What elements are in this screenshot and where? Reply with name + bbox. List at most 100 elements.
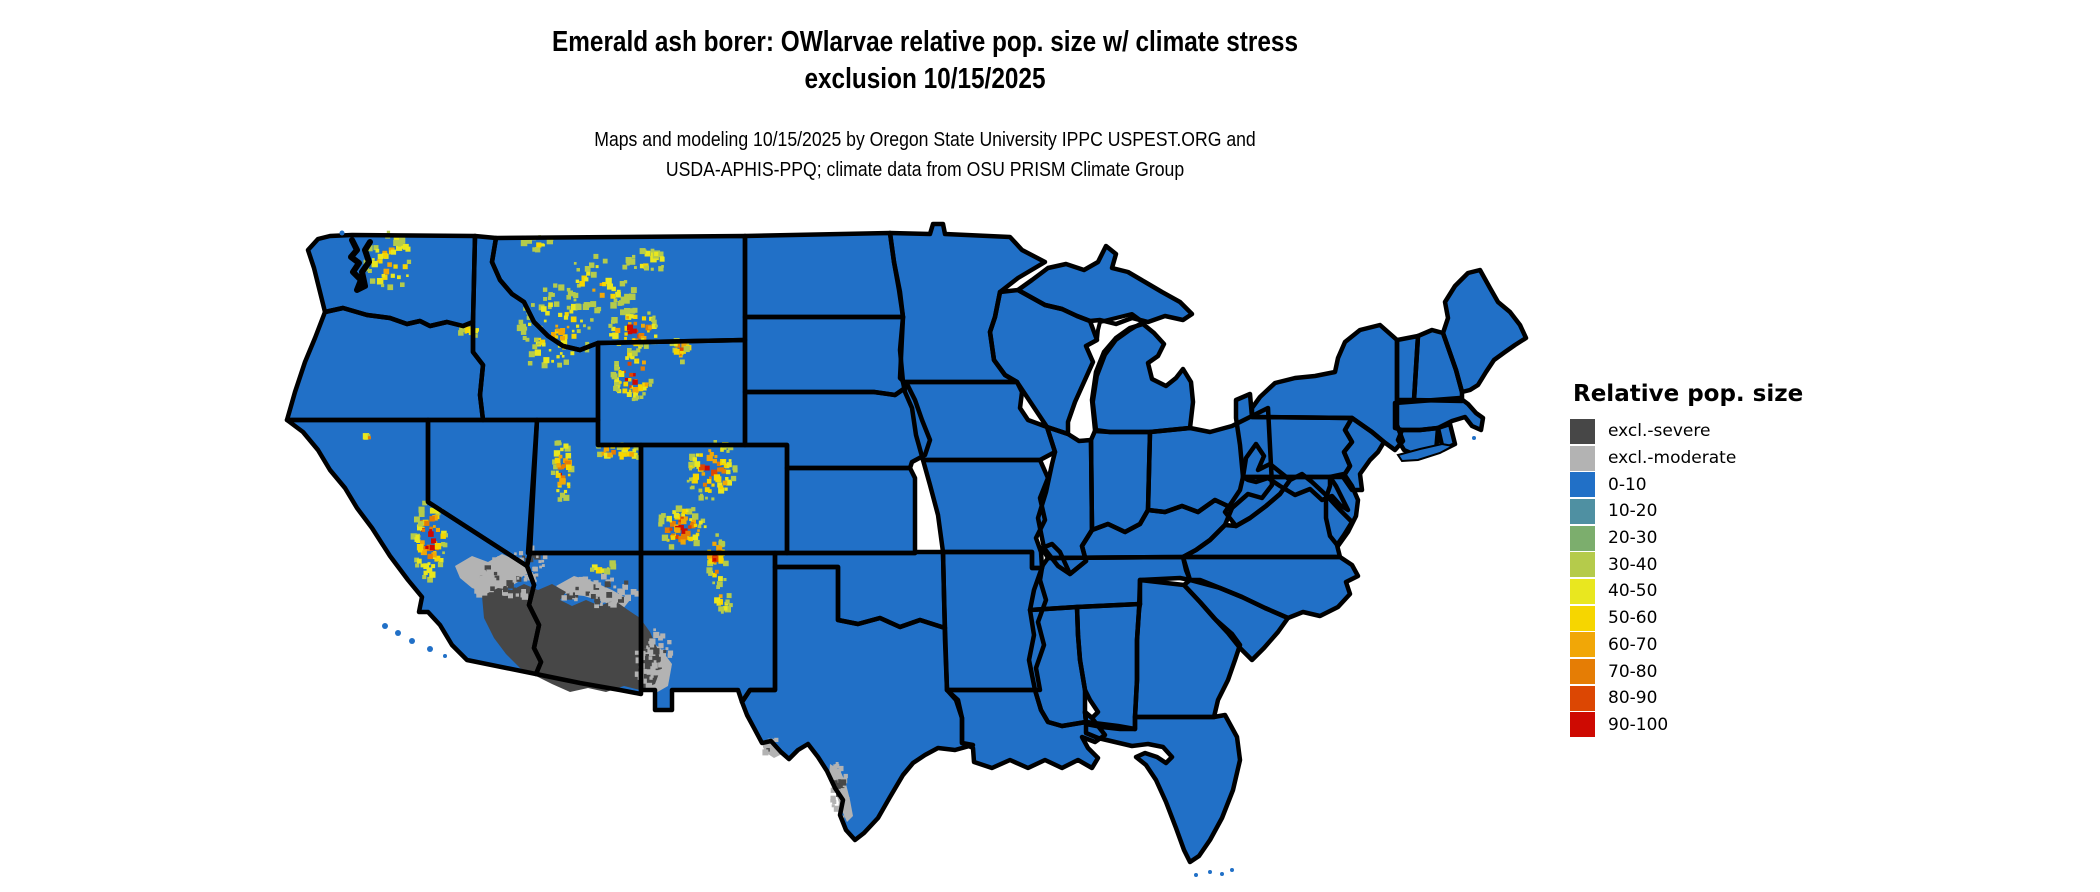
speckle (547, 305, 552, 310)
speckle (632, 379, 638, 385)
speckle (673, 512, 679, 518)
speckle (644, 662, 652, 670)
speckle (634, 671, 641, 677)
speckle (678, 522, 682, 526)
legend-label: excl.-moderate (1608, 448, 1737, 469)
speckle (580, 587, 585, 592)
speckle (627, 348, 632, 353)
legend-swatch (1570, 472, 1595, 498)
speckle (653, 660, 657, 663)
speckle (539, 339, 546, 345)
speckle (425, 545, 429, 549)
speckle (833, 805, 840, 812)
speckle (644, 265, 649, 271)
speckle (600, 568, 605, 573)
legend-label: 70-80 (1608, 661, 1658, 682)
speckle (728, 603, 733, 608)
speckle (479, 587, 485, 593)
speckle (627, 378, 632, 382)
puget-sound (348, 237, 373, 293)
san-juan-island-2 (336, 240, 340, 244)
speckle (620, 296, 627, 303)
speckle (556, 463, 561, 468)
legend-label: 80-90 (1608, 688, 1658, 709)
speckle (670, 521, 676, 527)
speckle (602, 282, 607, 287)
speckle (528, 351, 535, 358)
border-new-jersey (1340, 415, 1387, 493)
speckle (566, 464, 572, 470)
speckle (683, 345, 690, 353)
speckle (397, 240, 404, 247)
speckle (420, 563, 425, 568)
border-new-mexico (638, 550, 778, 713)
speckle (367, 436, 371, 440)
hotspot-az-north-rim (590, 560, 617, 575)
speckle (493, 571, 498, 576)
speckle (563, 494, 570, 501)
border-kentucky (1039, 497, 1235, 577)
speckle (689, 465, 693, 469)
speckle (423, 570, 428, 575)
speckle (689, 453, 696, 461)
figure-title-line1: Emerald ash borer: OWlarvae relative pop… (551, 26, 1298, 58)
speckle (613, 298, 618, 303)
speckle (728, 459, 732, 462)
speckle (553, 283, 558, 288)
speckle (429, 507, 436, 514)
speckle (840, 779, 847, 786)
speckle (585, 591, 590, 596)
speckle (685, 509, 689, 512)
speckle (836, 782, 843, 789)
speckle (639, 248, 646, 255)
speckle (762, 749, 769, 756)
speckle (717, 482, 723, 488)
speckle (681, 533, 688, 541)
legend-swatch (1570, 445, 1595, 471)
speckle (617, 301, 623, 306)
legend-swatch (1570, 685, 1595, 711)
speckle (646, 645, 650, 650)
state-kansas (787, 468, 915, 553)
speckle (623, 370, 626, 374)
legend-item-excl-severe: excl.-severe (1570, 418, 1803, 445)
speckle (580, 319, 583, 323)
speckle (650, 255, 657, 263)
speckle (622, 452, 627, 457)
speckle (611, 373, 618, 380)
channel-island-2 (395, 630, 401, 636)
speckle (720, 448, 724, 452)
speckle (649, 676, 653, 680)
speckle (373, 245, 379, 251)
speckle (534, 349, 541, 356)
speckle (614, 380, 621, 387)
speckle (706, 454, 713, 462)
speckle (482, 570, 487, 576)
speckle (681, 528, 688, 535)
speckle (717, 554, 724, 562)
speckle (576, 268, 580, 272)
speckle (553, 450, 561, 457)
speckle (538, 560, 542, 564)
hotspot-co-sangre-de-cristo (706, 533, 729, 588)
speckle (595, 567, 603, 574)
speckle (617, 588, 622, 594)
speckle (376, 259, 380, 262)
speckle (519, 557, 524, 562)
state-oregon (287, 308, 483, 420)
speckle (830, 787, 836, 793)
state-borders-layer (284, 221, 1529, 865)
speckle (638, 333, 645, 339)
speckle (712, 572, 717, 578)
speckle (594, 598, 601, 605)
border-california (284, 417, 544, 677)
speckle (679, 350, 684, 355)
speckle (632, 395, 638, 401)
legend-item-50-60: 50-60 (1570, 605, 1803, 632)
speckle (579, 281, 585, 287)
state-wyoming (598, 340, 745, 445)
speckle (387, 262, 392, 267)
speckle (555, 328, 559, 332)
legend-item-90-100: 90-100 (1570, 712, 1803, 739)
speckle (590, 318, 594, 322)
